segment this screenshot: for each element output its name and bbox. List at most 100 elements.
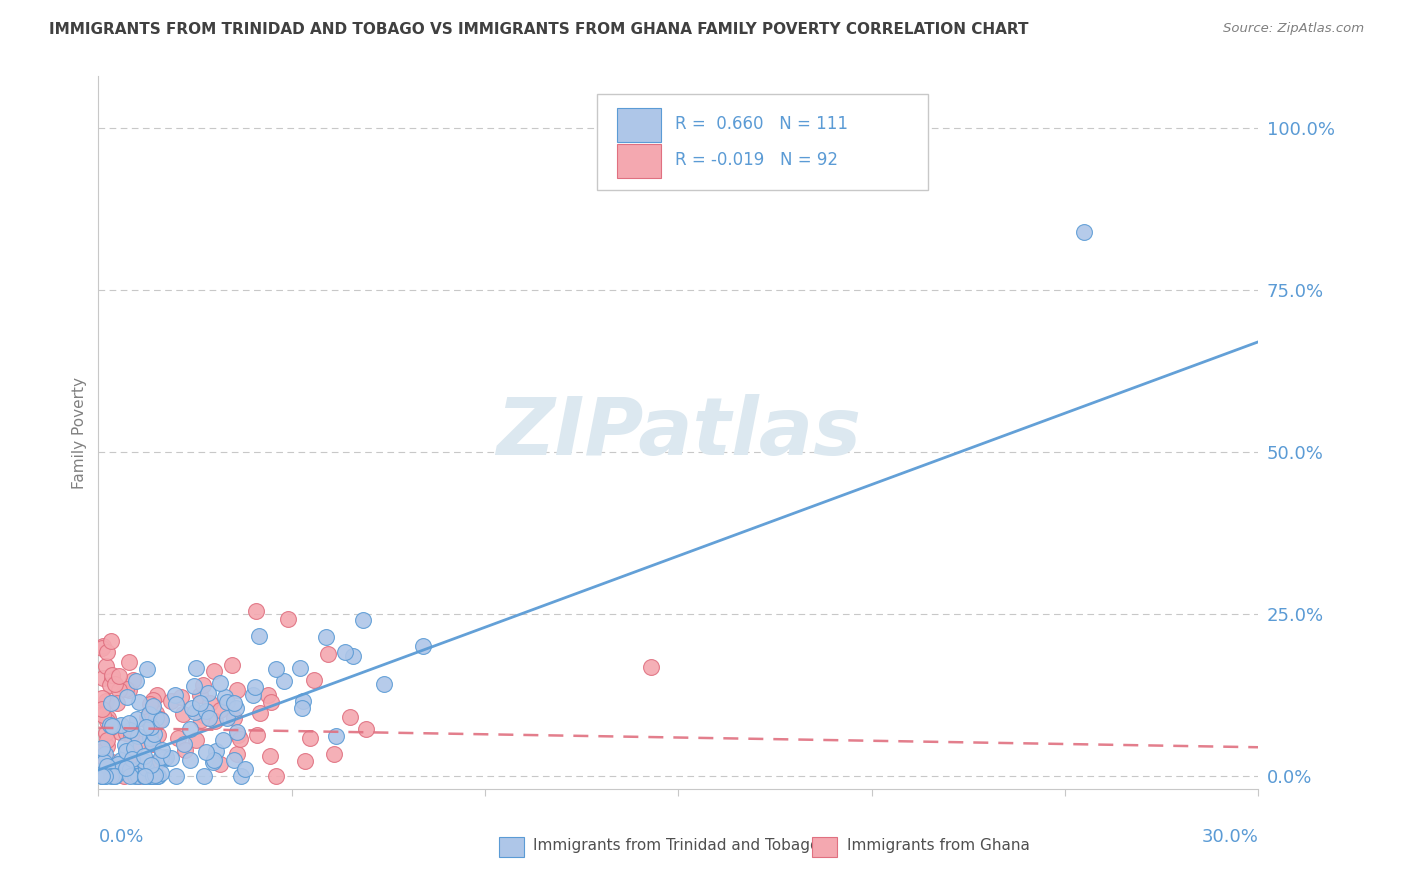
- Point: [93, 755, 115, 769]
- Point: [141, 736, 163, 750]
- Point: [115, 681, 138, 696]
- Point: [91, 704, 114, 718]
- Point: [132, 769, 155, 783]
- Point: [228, 732, 250, 747]
- Point: [277, 612, 299, 626]
- Point: [225, 747, 247, 761]
- Point: [91, 640, 114, 655]
- Point: [221, 657, 243, 672]
- Point: [96, 645, 118, 659]
- Bar: [617, 144, 661, 178]
- Point: [125, 673, 148, 688]
- Text: Immigrants from Ghana: Immigrants from Ghana: [846, 838, 1029, 853]
- Point: [142, 738, 165, 752]
- Point: [93, 769, 115, 783]
- Point: [184, 705, 207, 719]
- Point: [96, 759, 118, 773]
- Point: [233, 762, 256, 776]
- Point: [91, 769, 114, 783]
- Point: [167, 731, 190, 745]
- Point: [105, 761, 128, 775]
- Point: [100, 718, 122, 732]
- Point: [121, 673, 143, 688]
- Point: [170, 690, 193, 705]
- Point: [323, 747, 346, 761]
- Point: [97, 711, 120, 725]
- Point: [202, 664, 225, 678]
- Point: [94, 659, 117, 673]
- Point: [120, 728, 142, 742]
- Point: [100, 720, 122, 734]
- Point: [209, 757, 232, 772]
- Point: [217, 711, 239, 725]
- Point: [142, 693, 165, 707]
- Point: [181, 700, 204, 714]
- Point: [110, 753, 132, 767]
- Point: [115, 744, 138, 758]
- Point: [136, 662, 159, 676]
- Point: [115, 761, 138, 775]
- Point: [128, 769, 150, 783]
- Point: [294, 754, 316, 768]
- Point: [315, 630, 337, 644]
- Point: [98, 677, 121, 691]
- Point: [91, 744, 114, 758]
- Point: [246, 728, 269, 742]
- Point: [101, 719, 124, 733]
- Point: [94, 726, 117, 740]
- Point: [127, 736, 149, 750]
- Point: [105, 697, 128, 711]
- Point: [101, 673, 124, 687]
- Point: [191, 708, 214, 723]
- Point: [134, 769, 156, 783]
- Bar: [499, 837, 524, 857]
- Point: [148, 712, 170, 726]
- Point: [96, 739, 118, 753]
- Point: [193, 769, 215, 783]
- Point: [257, 688, 280, 702]
- Point: [214, 690, 236, 704]
- Point: [91, 639, 114, 653]
- Point: [108, 669, 131, 683]
- Point: [163, 688, 186, 702]
- Point: [101, 768, 124, 782]
- Point: [138, 714, 160, 728]
- Point: [354, 722, 377, 736]
- Point: [198, 711, 221, 725]
- Point: [174, 743, 197, 757]
- Point: [91, 702, 114, 716]
- Point: [173, 737, 195, 751]
- Point: [135, 762, 157, 776]
- Text: ZIPatlas: ZIPatlas: [496, 393, 860, 472]
- Point: [108, 764, 131, 779]
- Point: [145, 711, 167, 725]
- Point: [342, 649, 364, 664]
- Bar: [811, 837, 838, 857]
- Point: [145, 756, 167, 771]
- Point: [91, 707, 114, 722]
- Point: [91, 769, 114, 783]
- Point: [100, 634, 122, 648]
- Point: [118, 769, 141, 783]
- Point: [226, 728, 249, 742]
- Point: [148, 728, 170, 742]
- Point: [153, 752, 176, 766]
- Point: [100, 696, 122, 710]
- Point: [101, 668, 124, 682]
- Point: [127, 769, 149, 783]
- Point: [249, 706, 271, 721]
- Point: [291, 693, 314, 707]
- Point: [96, 694, 118, 708]
- Point: [229, 769, 252, 783]
- Point: [91, 769, 114, 783]
- Point: [103, 769, 125, 783]
- Point: [160, 694, 183, 708]
- Point: [134, 769, 156, 783]
- Point: [183, 679, 205, 693]
- Text: Immigrants from Trinidad and Tobago: Immigrants from Trinidad and Tobago: [533, 838, 820, 853]
- Point: [127, 729, 149, 743]
- Point: [245, 604, 267, 618]
- Point: [132, 748, 155, 763]
- Point: [142, 769, 165, 783]
- Point: [188, 688, 211, 702]
